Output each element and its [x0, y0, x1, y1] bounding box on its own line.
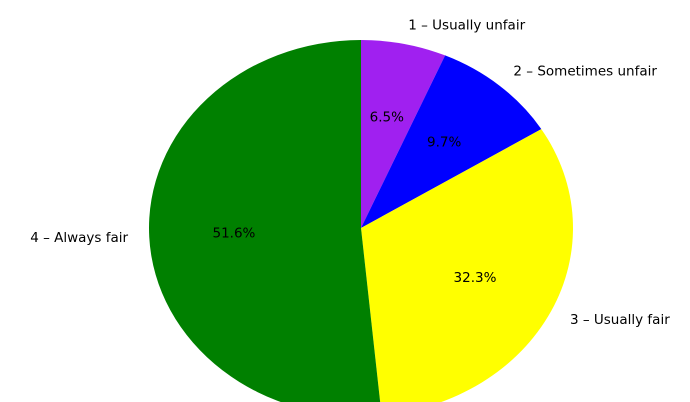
- percent-label-2: 9.7%: [427, 135, 461, 151]
- slice-label-2: 2 – Sometimes unfair: [513, 63, 657, 79]
- pie-slices: [149, 40, 573, 402]
- pie-slice-4: [149, 40, 381, 402]
- percent-labels: 6.5% 9.7% 32.3% 51.6%: [213, 110, 497, 287]
- slice-label-4: 4 – Always fair: [30, 230, 128, 246]
- percent-label-4: 51.6%: [213, 225, 256, 241]
- pie-slice-2: [361, 55, 542, 228]
- slice-label-1: 1 – Usually unfair: [408, 17, 525, 33]
- slice-label-3: 3 – Usually fair: [570, 312, 670, 328]
- percent-label-1: 6.5%: [370, 110, 404, 126]
- percent-label-3: 32.3%: [454, 270, 497, 286]
- slice-labels: 1 – Usually unfair 2 – Sometimes unfair 3 …: [30, 17, 670, 327]
- pie-slice-1: [361, 40, 446, 228]
- pie-slice-3: [361, 129, 573, 402]
